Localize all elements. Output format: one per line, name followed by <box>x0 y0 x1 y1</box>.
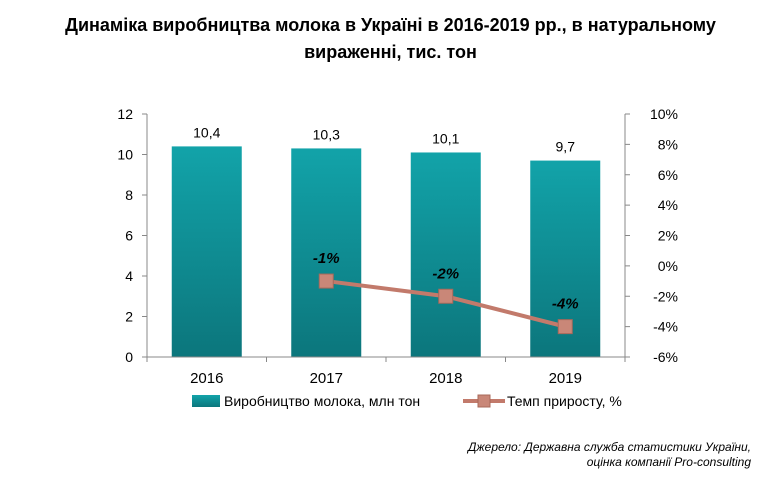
x-tick-label-2019: 2019 <box>549 370 582 387</box>
left-tick-label-12: 12 <box>117 106 133 122</box>
growth-label-2018: -2% <box>432 265 459 282</box>
legend-line-label: Темп приросту, % <box>507 393 622 409</box>
right-tick-label--4: -4% <box>653 319 678 335</box>
x-tick-label-2016: 2016 <box>190 370 223 387</box>
bar-label-2016: 10,4 <box>193 124 220 140</box>
left-tick-label-10: 10 <box>117 147 133 163</box>
growth-marker-2018 <box>438 288 454 304</box>
left-tick-label-6: 6 <box>125 228 133 244</box>
bar-2016 <box>171 146 242 357</box>
right-tick-label--6: -6% <box>653 349 678 365</box>
bar-label-2017: 10,3 <box>313 126 340 142</box>
x-tick-label-2018: 2018 <box>429 370 462 387</box>
chart-title: Динаміка виробництва молока в Україні в … <box>10 12 771 66</box>
right-tick-label-2: 2% <box>658 228 678 244</box>
legend-bar-swatch <box>192 395 220 407</box>
bar-label-2018: 10,1 <box>432 130 459 146</box>
growth-label-2019: -4% <box>552 296 579 313</box>
chart-title-line-2: вираженні, тис. тон <box>304 42 477 62</box>
legend-bar-label: Виробництво молока, млн тон <box>224 393 420 409</box>
right-tick-label-8: 8% <box>658 136 678 152</box>
bar-label-2019: 9,7 <box>556 139 576 155</box>
left-tick-label-2: 2 <box>125 309 133 325</box>
milk-production-chart: 10,4 10,3 10,1 9,7 0 2 4 6 8 10 12 -6% -4% -2% 0% 2% 4% 6… <box>117 106 678 409</box>
right-tick-label-4: 4% <box>658 197 678 213</box>
source-note: Джерело: Державна служба статистики Укра… <box>468 440 751 470</box>
right-tick-label-6: 6% <box>658 167 678 183</box>
left-tick-label-0: 0 <box>125 349 133 365</box>
chart-title-line-1: Динаміка виробництва молока в Україні в … <box>65 15 716 35</box>
growth-label-2017: -1% <box>313 250 340 267</box>
growth-marker-2019 <box>557 319 573 335</box>
legend-line-marker <box>477 394 491 408</box>
right-tick-label-10: 10% <box>650 106 678 122</box>
bar-2017 <box>291 148 362 357</box>
right-tick-label--2: -2% <box>653 288 678 304</box>
growth-marker-2017 <box>318 273 334 289</box>
right-tick-label-0: 0% <box>658 258 678 274</box>
left-tick-label-4: 4 <box>125 268 133 284</box>
source-note-line-2: оцінка компанії Pro-consulting <box>586 455 751 469</box>
source-note-line-1: Джерело: Державна служба статистики Укра… <box>467 440 751 454</box>
x-tick-label-2017: 2017 <box>310 370 343 387</box>
left-tick-label-8: 8 <box>125 187 133 203</box>
bar-2018 <box>410 152 481 357</box>
